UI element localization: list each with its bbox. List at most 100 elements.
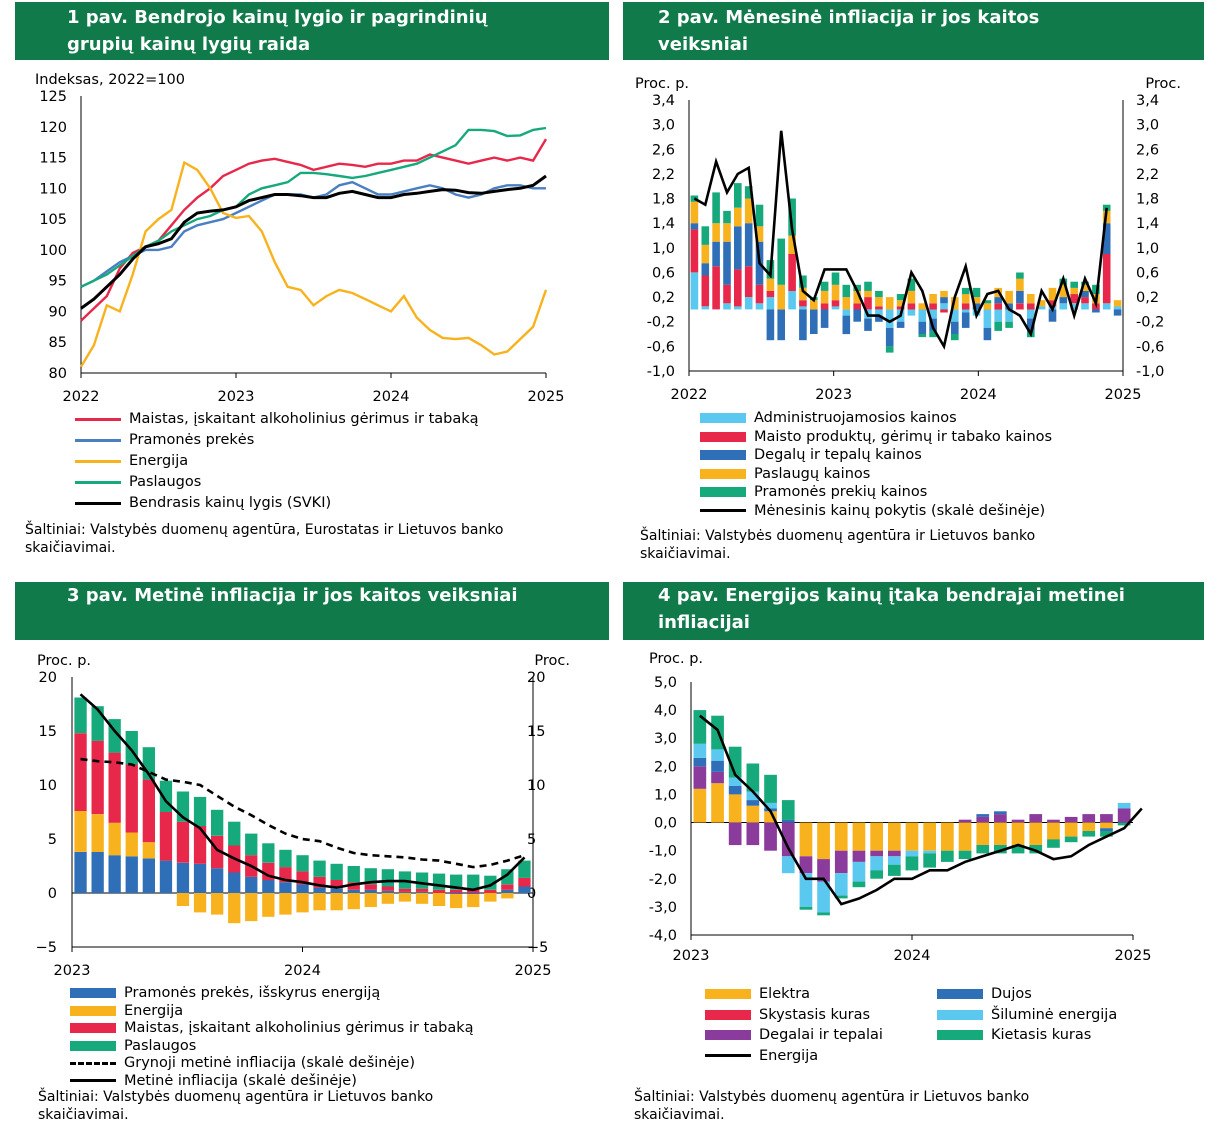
y-axis-label: Proc. p. — [649, 651, 703, 667]
legend-item-3: Dujos — [937, 986, 1032, 1002]
bar-segment-1 — [330, 893, 343, 911]
bar-segment-4 — [852, 861, 866, 882]
bar-segment-4 — [923, 850, 936, 854]
bar-segment-2 — [1100, 814, 1113, 823]
y-tick-label: -4,0 — [649, 928, 677, 944]
bar-segment-1 — [799, 300, 807, 307]
bar-segment-0 — [834, 822, 848, 851]
bar-segment-0 — [875, 309, 883, 316]
bar-segment-1 — [701, 275, 710, 307]
x-tick-label: 2023 — [815, 387, 852, 403]
y-tick-label: 125 — [39, 89, 67, 105]
legend-item-4-label: Bendrasis kainų lygis (SVKI) — [129, 495, 332, 511]
bar-segment-4 — [1092, 284, 1100, 294]
bar-segment-0 — [711, 783, 724, 823]
y-tick-label: 85 — [49, 335, 67, 351]
panel-3-title: 3 pav. Metinė infliacija ir jos kaitos v… — [15, 582, 609, 640]
bar-segment-3 — [842, 297, 851, 310]
bar-segment-3 — [777, 284, 785, 310]
bar-segment-3 — [1016, 278, 1024, 291]
bar-segment-0 — [1005, 309, 1013, 322]
bar-segment-3 — [885, 297, 894, 310]
bar-segment-3 — [831, 284, 840, 301]
bar-segment-3 — [972, 297, 981, 304]
chart-2-legend: Administruojamosios kainos Maisto produkt… — [700, 410, 1200, 520]
legend-item-3: Paslaugos — [75, 474, 201, 490]
bar-segment-2 — [450, 889, 463, 893]
bar-segment-5 — [905, 856, 919, 871]
bar-segment-2 — [961, 312, 970, 328]
y-tick-label: 3,0 — [652, 118, 675, 134]
bar-segment-4 — [870, 856, 883, 871]
bar-segment-0 — [870, 822, 883, 851]
bar-segment-3 — [296, 855, 309, 872]
bar-segment-2 — [1102, 223, 1111, 254]
y-tick-label: 2,6 — [652, 142, 675, 158]
bar-segment-0 — [1059, 303, 1068, 310]
y-tick-label: 5 — [48, 832, 57, 848]
bar-segment-0 — [296, 884, 309, 893]
legend-item-0-label: Administruojamosios kainos — [754, 410, 957, 426]
bar-segment-4 — [734, 183, 742, 208]
chart-4: Proc. p. 5,0 4,0 3,0 2,0 1,0 0,0 -1,0 -2,0 -3,0 -4… — [649, 651, 1152, 964]
bar-segment-3 — [432, 873, 446, 890]
y-tick-label: 2,2 — [652, 167, 675, 183]
bar-segment-2 — [951, 321, 959, 334]
legend-item-5-swatch — [937, 1030, 983, 1040]
legend-item-2-label: Maistas, įskaitant alkoholinius gėrimus … — [124, 1020, 474, 1036]
y-tick-label: -0,2 — [647, 315, 675, 331]
bar-segment-3 — [1027, 294, 1035, 304]
bar-segment-0 — [245, 876, 258, 893]
bar-segment-0 — [951, 309, 959, 322]
bar-segment-2 — [1081, 290, 1089, 298]
bar-segment-1 — [501, 893, 514, 899]
bar-segment-0 — [279, 882, 292, 893]
bar-segment-3 — [711, 760, 724, 772]
bar-segment-3 — [228, 821, 241, 846]
bar-segment-0 — [228, 872, 241, 893]
legend-item-5: Kietasis kuras — [937, 1027, 1091, 1043]
y-tick-label: -1,0 — [649, 844, 677, 860]
bar-segment-0 — [313, 887, 326, 893]
chart-3-legend: Pramonės prekės, išskyrus energiją Energi… — [70, 985, 610, 1090]
y-tick-label-right: -1,0 — [1136, 364, 1164, 380]
bar-segment-2 — [875, 315, 883, 322]
legend-item-2-swatch — [700, 450, 746, 460]
bar-segment-5 — [941, 850, 954, 862]
bar-segment-5 — [888, 864, 901, 876]
bar-segment-0 — [766, 297, 775, 310]
x-tick-label: 2023 — [218, 389, 255, 405]
bar-segment-4 — [746, 791, 760, 800]
panel-3-title-line-1: 3 pav. Metinė infliacija ir jos kaitos v… — [67, 585, 518, 606]
bar-segment-1 — [364, 893, 377, 907]
y-tick-label-right: 15 — [527, 724, 545, 740]
bar-segment-1 — [347, 893, 360, 910]
bar-segment-3 — [245, 833, 258, 856]
y-tick-label-right: 2,2 — [1136, 167, 1159, 183]
bar-segment-2 — [1048, 309, 1057, 322]
chart-4-legend: Elektra Dujos Skystasis kuras Šiluminė ener… — [705, 986, 1205, 1071]
bar-segment-2 — [885, 327, 894, 347]
y-tick-label-right: 0,6 — [1136, 265, 1159, 281]
bar-segment-3 — [690, 201, 699, 224]
bar-segment-2 — [467, 889, 480, 893]
bar-segment-1 — [723, 284, 731, 304]
y-axis-label: Proc. p. — [635, 76, 689, 92]
legend-item-0: Elektra — [705, 986, 810, 1002]
bar-segment-0 — [193, 863, 207, 893]
legend-item-4: Pramonės prekių kainos — [700, 484, 927, 500]
legend-item-0: Maistas, įskaitant alkoholinius gėrimus … — [75, 411, 479, 427]
legend-item-2-label: Degalų ir tepalų kainos — [754, 447, 922, 463]
bar-segment-3 — [1048, 287, 1057, 301]
bar-segment-2 — [799, 309, 807, 341]
bar-segment-2 — [781, 822, 795, 857]
bar-segment-2 — [940, 297, 948, 304]
bar-segment-2 — [501, 884, 514, 890]
bar-segment-2 — [723, 241, 731, 285]
bar-segment-5 — [764, 774, 777, 803]
bar-segment-0 — [734, 306, 742, 310]
bar-segment-0 — [728, 794, 742, 823]
bar-segment-4 — [1117, 802, 1131, 809]
bar-segment-3 — [313, 860, 326, 877]
legend-item-4: Bendrasis kainų lygis (SVKI) — [75, 495, 331, 511]
